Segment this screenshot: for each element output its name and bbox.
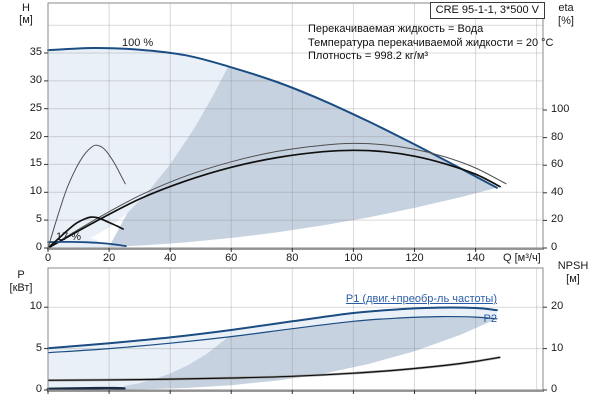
- curve-eta-pump-100pct: [47, 142, 507, 249]
- npsh-axis-unit: [м]: [566, 273, 580, 285]
- region-allowed-area-light: [48, 48, 229, 248]
- right-tick-label: 0: [551, 383, 558, 395]
- h-axis-unit: [м]: [19, 14, 33, 26]
- npsh-axis-title: NPSH: [557, 260, 589, 272]
- pump-model-box: CRE 95-1-1, 3*500 V: [429, 2, 545, 19]
- right-tick-label: 80: [551, 130, 564, 143]
- x-tick-label: 60: [225, 252, 238, 264]
- curve-eta-total-17pct: [47, 216, 124, 249]
- eta-axis-unit: [%]: [558, 15, 574, 27]
- curve-power-17pct: [46, 386, 126, 391]
- liquid-info-block: Перекачиваемая жидкость = Вода Температур…: [308, 23, 553, 64]
- right-tick-label: 100: [551, 103, 570, 115]
- info-line: Плотность = 998.2 кг/м³: [308, 50, 429, 62]
- right-tick-label: 10: [551, 341, 564, 354]
- curve-p1-motor-plus-drive: [47, 306, 498, 350]
- info-line: Перекачиваемая жидкость = Вода: [308, 23, 484, 35]
- p2-label: P2: [483, 313, 497, 325]
- curve-npsh-curve: [47, 356, 501, 381]
- p1-label: P1 (двиг.+преобр-ль частоты): [345, 293, 497, 305]
- right-tick-label: 40: [551, 185, 564, 198]
- curve-eta-pump-17pct: [47, 144, 126, 249]
- x-tick-label: 40: [164, 252, 177, 264]
- region-power-envelope-dark: [124, 316, 497, 390]
- left-tick-label: 25: [29, 101, 42, 114]
- left-tick-label: 15: [29, 157, 42, 170]
- left-tick-label: 5: [35, 213, 42, 226]
- speed-label-17: 17 %: [56, 231, 82, 243]
- left-tick-label: 0: [35, 241, 42, 253]
- region-operating-envelope-dark: [109, 66, 497, 247]
- curve-p2-shaft-power: [47, 315, 498, 354]
- eta-axis-title: eta: [558, 2, 574, 14]
- x-tick-label: 140: [466, 252, 485, 264]
- p-axis-title: P: [17, 269, 25, 281]
- left-tick-label: 20: [29, 129, 42, 142]
- p-axis-unit: [кВт]: [9, 282, 33, 294]
- x-tick-label: 100: [344, 252, 363, 264]
- left-tick-label: 10: [29, 185, 42, 198]
- speed-label-100: 100 %: [122, 37, 154, 49]
- x-tick-label: 0: [44, 252, 52, 264]
- plot-border: [47, 2, 544, 249]
- region-power-area-light: [48, 307, 497, 390]
- info-line: Температура перекачиваемой жидкости = 20…: [308, 36, 554, 49]
- plot-border: [47, 267, 544, 391]
- right-tick-label: 20: [551, 300, 564, 313]
- right-tick-label: 0: [551, 241, 558, 253]
- left-tick-label: 30: [29, 73, 42, 86]
- left-tick-label: 35: [29, 46, 42, 58]
- x-tick-label: 80: [286, 252, 299, 264]
- left-tick-label: 10: [29, 300, 42, 313]
- right-tick-label: 20: [551, 213, 564, 226]
- x-tick-label: 120: [405, 252, 424, 264]
- h-axis-title: H: [22, 2, 30, 14]
- curve-head-17pct: [47, 240, 127, 247]
- curve-eta-total-100pct: [47, 149, 501, 249]
- curve-head-100pct: [47, 46, 498, 189]
- left-tick-label: 0: [35, 383, 42, 395]
- x-tick-label: 20: [102, 252, 116, 264]
- left-tick-label: 5: [35, 341, 42, 354]
- q-axis-title: Q [м³/ч]: [503, 252, 541, 264]
- right-tick-label: 60: [551, 158, 564, 171]
